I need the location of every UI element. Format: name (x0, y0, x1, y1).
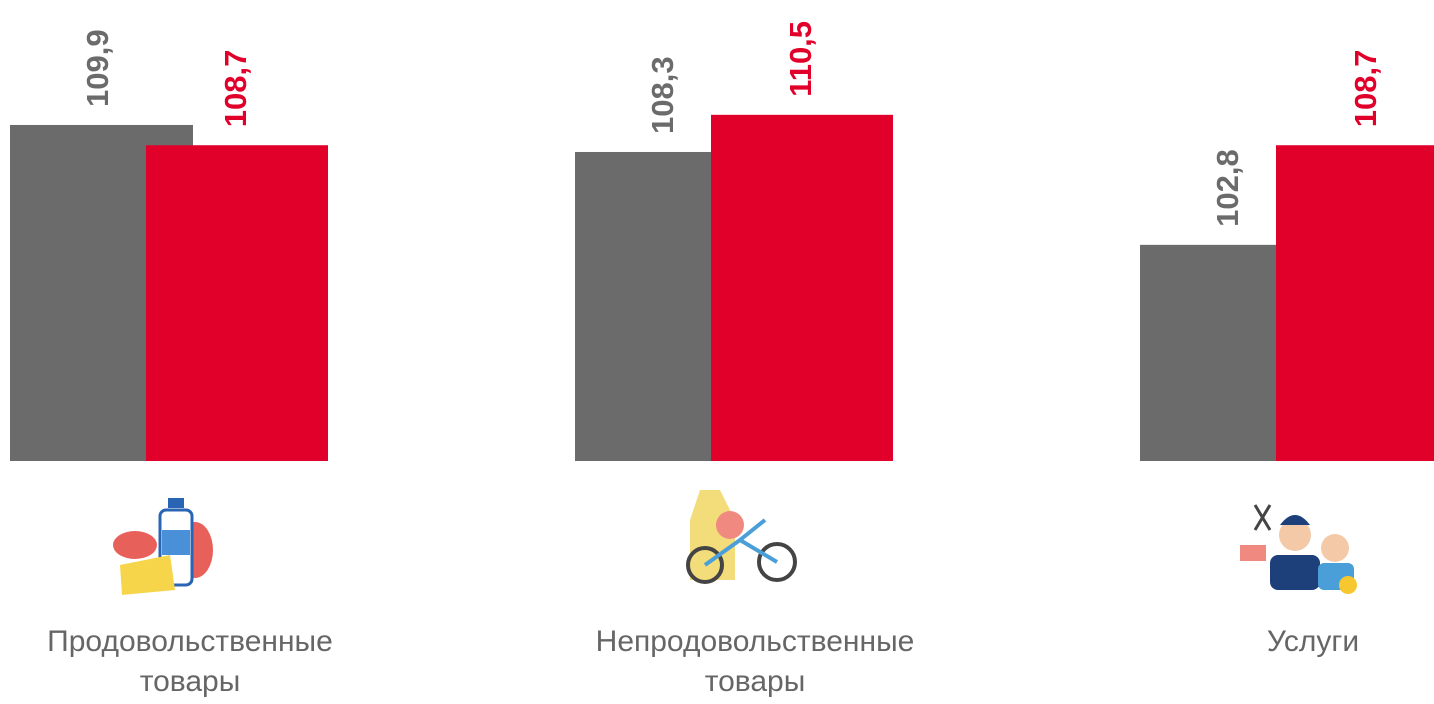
icon-food (113, 498, 213, 595)
icon-services (1240, 504, 1357, 594)
bar (1276, 145, 1434, 461)
value-label: 108,7 (218, 50, 253, 128)
bar (711, 114, 893, 462)
bar (146, 145, 328, 461)
value-label: 110,5 (783, 21, 818, 97)
icon-goods (686, 490, 797, 584)
category-label: Услуги (1266, 625, 1360, 658)
value-label: 109,9 (80, 29, 115, 107)
value-label: 108,3 (645, 56, 680, 134)
value-label: 108,7 (1348, 50, 1383, 128)
category-label: Непродовольственные товары (595, 625, 915, 698)
value-label: 102,8 (1210, 149, 1245, 227)
category-label: Продовольственные товары (47, 625, 333, 698)
